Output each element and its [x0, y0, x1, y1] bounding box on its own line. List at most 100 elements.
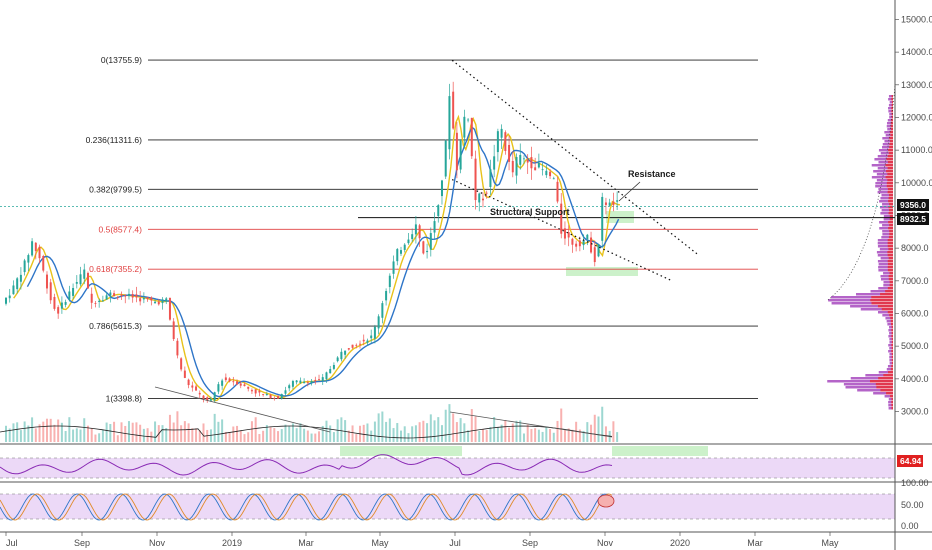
- volume-profile-bar: [889, 341, 893, 344]
- stoch-tick-label: 100.00: [901, 478, 929, 488]
- candle-body: [388, 275, 391, 287]
- candle-body: [303, 381, 306, 384]
- volume-bar: [284, 424, 287, 442]
- volume-profile-bar-hot: [886, 182, 893, 185]
- volume-profile-bar: [856, 293, 893, 296]
- volume-bar: [127, 421, 130, 442]
- volume-profile-bar-hot: [887, 245, 893, 248]
- candle-body: [381, 303, 384, 318]
- volume-profile-bar-hot: [891, 119, 893, 122]
- volume-profile-bar: [883, 272, 893, 275]
- candle-body: [511, 160, 514, 173]
- candle-body: [90, 293, 93, 303]
- candle-body: [459, 140, 462, 170]
- volume-bar: [329, 425, 332, 442]
- volume-bar: [593, 414, 596, 442]
- volume-profile-bar: [882, 230, 893, 233]
- volume-profile-bar: [886, 122, 893, 125]
- volume-profile-bar: [879, 200, 893, 203]
- volume-bar: [299, 423, 302, 442]
- candle-body: [306, 382, 309, 384]
- volume-bar: [463, 423, 466, 442]
- volume-profile-bar: [887, 365, 893, 368]
- volume-profile-bar-hot: [888, 371, 893, 374]
- candle-body: [161, 299, 164, 304]
- volume-bar: [60, 422, 63, 442]
- candle-body: [254, 389, 257, 394]
- volume-bar: [563, 430, 566, 442]
- volume-profile-bar-hot: [890, 134, 893, 137]
- volume-bar: [180, 425, 183, 442]
- volume-profile-bar: [871, 164, 893, 167]
- volume-profile-bar-hot: [887, 173, 893, 176]
- trend-lines: [154, 59, 699, 438]
- volume-profile-bar: [886, 368, 893, 371]
- volume-profile-bar-hot: [889, 314, 893, 317]
- candle-body: [284, 390, 287, 394]
- volume-bar: [243, 434, 246, 442]
- volume-bar: [247, 432, 250, 442]
- candle-body: [578, 240, 581, 247]
- volume-bar: [64, 431, 67, 442]
- candle-body: [422, 241, 425, 254]
- candle-body: [418, 225, 421, 239]
- volume-bar: [8, 428, 11, 442]
- volume-profile-bar-hot: [890, 317, 893, 320]
- volume-profile-bar-hot: [891, 350, 893, 353]
- volume-profile-bar-hot: [870, 299, 893, 302]
- candle-body: [291, 381, 294, 387]
- candle-body: [206, 397, 209, 401]
- stoch-k-line: [0, 493, 613, 521]
- volume-bar: [399, 430, 402, 442]
- candle-body: [493, 156, 496, 170]
- volume-bar: [288, 426, 291, 442]
- candle-body: [142, 298, 145, 300]
- rsi-highlight-2: [612, 446, 708, 456]
- candle-body: [515, 157, 518, 176]
- volume-bar: [142, 428, 145, 442]
- price-tick-label: 13000.0: [901, 80, 932, 90]
- candle-body: [385, 290, 388, 301]
- volume-bar: [552, 432, 555, 442]
- volume-profile-bar-hot: [880, 389, 893, 392]
- volume-profile-bar-hot: [885, 290, 893, 293]
- candle-body: [597, 244, 600, 257]
- price-axis: 15000.0 14000.0 13000.0 12000.0 11000.0 10000…: [895, 14, 932, 417]
- volume-average-line: [0, 425, 613, 439]
- volume-profile-bar-hot: [889, 137, 893, 140]
- volume-profile-bar-hot: [886, 185, 893, 188]
- volume-profile-bar-hot: [876, 386, 893, 389]
- candle-body: [101, 300, 104, 302]
- volume-profile-bar: [877, 155, 893, 158]
- candle-body: [563, 228, 566, 239]
- volume-bar: [489, 426, 492, 442]
- volume-profile-bar-hot: [890, 128, 893, 131]
- candle-body: [519, 154, 522, 165]
- volume-bar: [280, 429, 283, 442]
- volume-bar: [381, 411, 384, 442]
- candle-body: [373, 326, 376, 339]
- volume-bar: [526, 424, 529, 442]
- volume-profile-bar-hot: [885, 164, 893, 167]
- volume-bar: [161, 425, 164, 442]
- candle-body: [5, 297, 7, 304]
- candle-body: [269, 394, 272, 399]
- volume-profile-bar-hot: [875, 383, 893, 386]
- volume-bar: [452, 413, 455, 442]
- volume-profile-bar-hot: [881, 308, 893, 311]
- price-tick-label: 3000.0: [901, 407, 929, 417]
- resistance-annotation: Resistance: [628, 169, 676, 179]
- volume-bar: [470, 409, 473, 442]
- volume-profile-bar: [845, 386, 893, 389]
- volume-profile-bar-hot: [891, 116, 893, 119]
- candle-body: [500, 128, 503, 138]
- volume-bar: [120, 422, 123, 442]
- candle-body: [243, 384, 246, 387]
- time-axis: Jul Sep Nov 2019 Mar May Jul Sep Nov 2020 Mar May: [5, 532, 839, 548]
- price-tick-label: 10000.0: [901, 178, 932, 188]
- volume-profile-bar: [860, 308, 893, 311]
- candle-body: [347, 348, 350, 350]
- volume-bar: [19, 430, 22, 442]
- candle-body: [321, 377, 324, 382]
